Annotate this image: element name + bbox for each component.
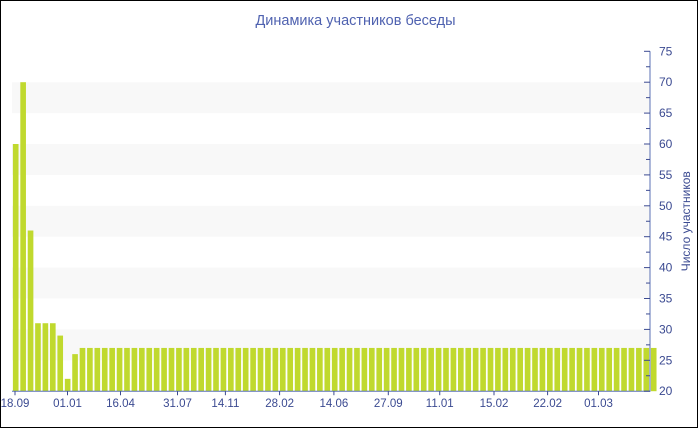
svg-text:35: 35 bbox=[659, 292, 673, 306]
svg-text:15.02: 15.02 bbox=[480, 398, 509, 410]
svg-text:30: 30 bbox=[659, 322, 673, 336]
svg-text:50: 50 bbox=[659, 199, 673, 213]
svg-text:70: 70 bbox=[659, 75, 673, 89]
svg-text:14.11: 14.11 bbox=[211, 398, 239, 410]
svg-text:75: 75 bbox=[659, 44, 673, 58]
svg-text:60: 60 bbox=[659, 137, 673, 151]
svg-text:18.09: 18.09 bbox=[1, 398, 29, 410]
svg-text:65: 65 bbox=[659, 106, 673, 120]
svg-text:01.01: 01.01 bbox=[53, 398, 82, 410]
svg-text:25: 25 bbox=[659, 353, 673, 367]
svg-text:11.01: 11.01 bbox=[426, 398, 454, 410]
svg-text:27.09: 27.09 bbox=[374, 398, 403, 410]
svg-text:31.07: 31.07 bbox=[163, 398, 192, 410]
svg-text:28.02: 28.02 bbox=[265, 398, 294, 410]
svg-text:01.03: 01.03 bbox=[584, 398, 613, 410]
svg-text:40: 40 bbox=[659, 261, 673, 275]
svg-text:Число участников: Число участников bbox=[679, 171, 693, 271]
svg-text:45: 45 bbox=[659, 230, 673, 244]
svg-text:20: 20 bbox=[659, 384, 673, 398]
svg-text:14.06: 14.06 bbox=[320, 398, 349, 410]
svg-text:55: 55 bbox=[659, 168, 673, 182]
svg-text:16.04: 16.04 bbox=[106, 398, 135, 410]
svg-text:22.02: 22.02 bbox=[533, 398, 562, 410]
